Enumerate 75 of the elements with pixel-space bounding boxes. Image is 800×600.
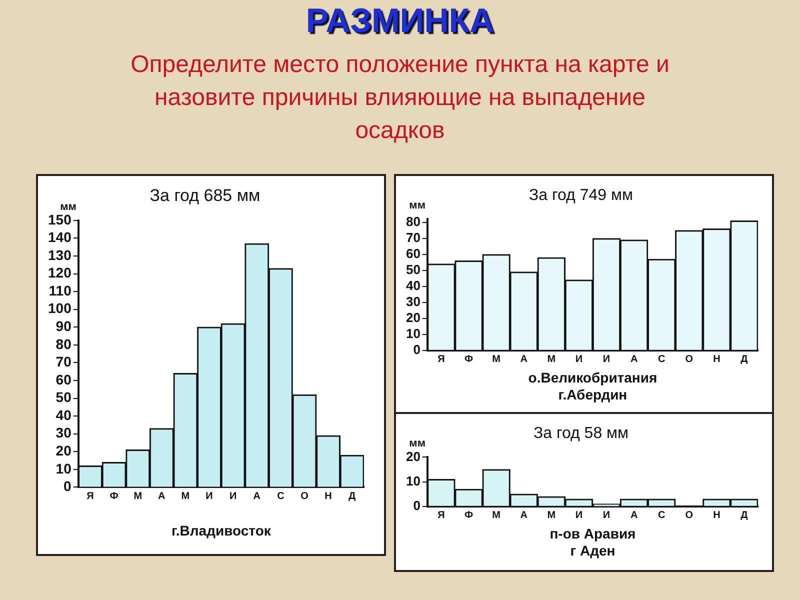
y-tick-label: 10 (406, 473, 420, 488)
x-tick-label: О (300, 490, 309, 502)
y-tick-label: 80 (406, 214, 420, 229)
x-tick-label: А (520, 510, 528, 522)
x-tick-label: Я (438, 354, 445, 366)
x-tick-label: О (685, 354, 694, 366)
y-tick-label: 80 (56, 336, 72, 352)
x-tick-label: Я (438, 510, 445, 522)
x-tick-label: Н (713, 510, 720, 522)
x-tick-label: А (630, 354, 638, 366)
y-axis-title: мм (409, 438, 426, 450)
y-tick-label: 40 (406, 278, 420, 293)
y-tick-label: 120 (48, 264, 72, 281)
x-tick-label: Ф (464, 510, 474, 522)
y-tick-label: 140 (48, 229, 72, 246)
x-axis-title: о.Великобритания г.Абердин (528, 370, 658, 402)
x-tick-label: М (181, 490, 190, 502)
x-tick-label: Н (713, 354, 720, 366)
y-tick-label: 130 (48, 246, 72, 263)
x-tick-label: Д (348, 490, 356, 502)
chart-title: За год 749 мм (529, 187, 633, 204)
y-tick-label: 0 (64, 478, 72, 494)
x-tick-label: Я (86, 490, 94, 502)
y-tick-label: 10 (56, 460, 72, 476)
x-tick-label: И (602, 510, 610, 522)
y-tick-label: 30 (56, 424, 72, 441)
chart-title: За год 685 мм (150, 186, 260, 205)
chart-title: За год 58 мм (533, 425, 629, 442)
y-axis-title: мм (60, 200, 76, 213)
x-tick-label: Н (324, 490, 332, 502)
x-tick-label: М (547, 510, 556, 522)
y-axis-title: мм (409, 200, 426, 212)
x-tick-label: С (658, 354, 666, 366)
x-tick-label: М (134, 490, 142, 502)
y-tick-label: 60 (406, 246, 420, 261)
y-tick-label: 110 (48, 282, 72, 298)
x-tick-label: А (253, 490, 260, 502)
y-tick-label: 70 (406, 230, 420, 245)
x-tick-label: И (602, 354, 610, 366)
x-tick-label: О (685, 510, 694, 522)
text: Определите место положение пункта на карте и назовите причины влияющие на выпадение осадков (130, 50, 670, 146)
y-tick-label: 50 (56, 389, 72, 406)
y-tick-label: 60 (56, 371, 72, 388)
x-tick-label: С (277, 490, 284, 502)
x-tick-label: И (575, 354, 583, 366)
x-axis-title: г.Владивосток (171, 522, 272, 538)
x-tick-label: А (520, 354, 528, 366)
y-tick-label: 70 (56, 354, 72, 370)
y-tick-label: 20 (56, 442, 72, 458)
y-tick-label: 100 (48, 300, 72, 316)
x-tick-label: А (630, 510, 638, 522)
x-tick-label: М (492, 354, 500, 366)
y-tick-label: 30 (406, 294, 420, 309)
y-tick-label: 0 (413, 498, 420, 513)
x-tick-label: Д (740, 354, 748, 366)
x-tick-label: С (658, 510, 666, 522)
y-tick-label: 40 (56, 406, 72, 423)
y-tick-label: 0 (413, 342, 420, 357)
y-tick-label: 10 (406, 326, 420, 341)
x-tick-label: И (575, 510, 583, 522)
y-tick-label: 50 (406, 262, 420, 277)
x-tick-label: А (158, 490, 166, 502)
x-tick-label: Д (740, 510, 748, 522)
x-tick-label: М (547, 354, 556, 366)
x-tick-label: Ф (110, 490, 119, 502)
y-tick-label: 90 (56, 318, 72, 334)
y-tick-label: 20 (406, 310, 420, 325)
x-tick-label: И (206, 490, 213, 502)
y-tick-label: 20 (406, 448, 420, 464)
x-tick-label: И (229, 490, 237, 502)
x-axis-title: п-ов Аравия г Аден (550, 526, 636, 558)
y-tick-label: 150 (48, 211, 72, 228)
x-tick-label: Ф (464, 354, 474, 366)
text: РАЗМИНКА (304, 1, 496, 42)
x-tick-label: М (492, 510, 500, 522)
